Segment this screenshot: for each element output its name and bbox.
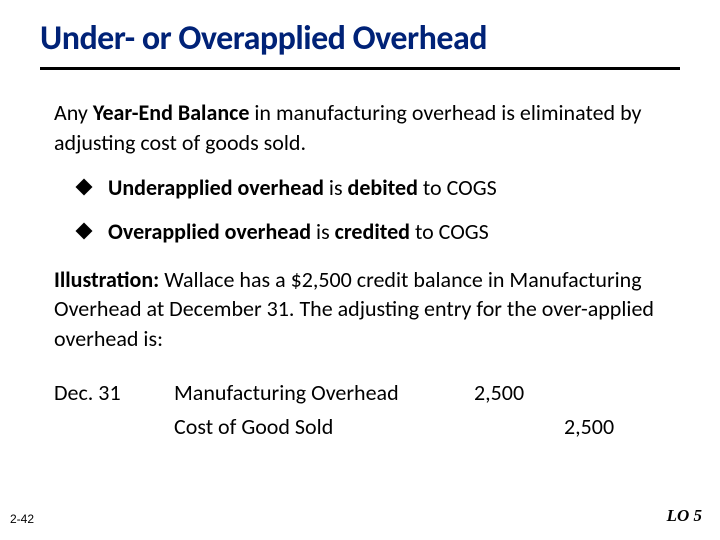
journal-entry: Dec. 31 Manufacturing Overhead 2,500 Cos…: [40, 376, 680, 444]
bullet-bold-2: debited: [348, 174, 418, 201]
bullet-text-1: is: [311, 218, 335, 245]
illustration-paragraph: Illustration: Wallace has a $2,500 credi…: [40, 265, 680, 354]
bullet-item: Underapplied overhead is debited to COGS: [78, 173, 680, 203]
journal-credit: 2,500: [564, 410, 654, 444]
bullet-bold-1: Underapplied overhead: [108, 174, 324, 201]
intro-paragraph: Any Year-End Balance in manufacturing ov…: [40, 98, 680, 157]
journal-date-blank: [54, 410, 174, 444]
journal-row: Dec. 31 Manufacturing Overhead 2,500: [54, 376, 666, 410]
illustration-label: Illustration:: [54, 266, 159, 293]
intro-text-1: Any: [54, 99, 93, 126]
bullet-list: Underapplied overhead is debited to COGS…: [78, 173, 680, 246]
journal-row: Cost of Good Sold 2,500: [54, 410, 666, 444]
diamond-icon: [76, 179, 93, 196]
bullet-text-2: to COGS: [418, 174, 497, 201]
journal-credit: [564, 376, 654, 410]
slide-title: Under- or Overapplied Overhead: [40, 18, 680, 70]
bullet-text-1: is: [324, 174, 348, 201]
bullet-item: Overapplied overhead is credited to COGS: [78, 217, 680, 247]
journal-debit: [474, 410, 564, 444]
page-number: 2-42: [10, 512, 34, 526]
journal-account: Cost of Good Sold: [174, 410, 474, 444]
journal-account: Manufacturing Overhead: [174, 376, 474, 410]
bullet-bold-1: Overapplied overhead: [108, 218, 311, 245]
bullet-bold-2: credited: [335, 218, 410, 245]
slide: Under- or Overapplied Overhead Any Year-…: [0, 0, 720, 540]
bullet-text-2: to COGS: [410, 218, 489, 245]
journal-date: Dec. 31: [54, 376, 174, 410]
diamond-icon: [76, 223, 93, 240]
learning-objective: LO 5: [667, 506, 702, 526]
journal-debit: 2,500: [474, 376, 564, 410]
intro-bold-1: Year-End Balance: [93, 99, 250, 126]
